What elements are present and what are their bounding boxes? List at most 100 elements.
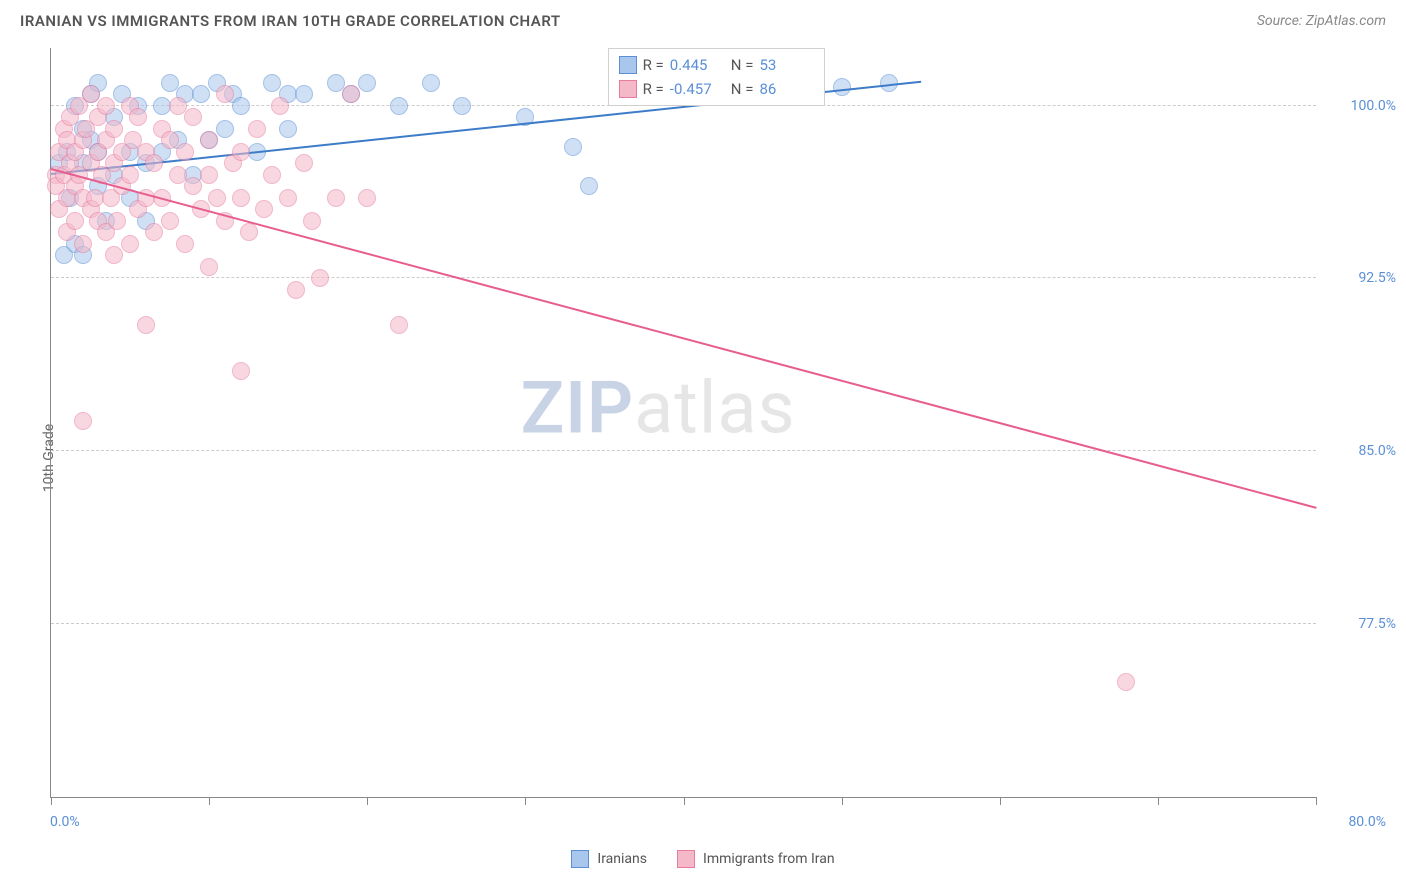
data-point (390, 97, 408, 115)
x-axis-max-label: 80.0% (1348, 814, 1386, 830)
x-tick (684, 797, 685, 805)
y-tick-label: 77.5% (1326, 616, 1396, 632)
watermark-atlas: atlas (634, 365, 796, 450)
legend-swatch-icon (677, 850, 695, 868)
data-point (82, 85, 100, 103)
watermark-zip: ZIP (521, 365, 634, 450)
legend-item: Iranians (571, 850, 647, 868)
legend-label: Iranians (597, 851, 647, 867)
x-tick (1316, 797, 1317, 805)
data-point (232, 97, 250, 115)
data-point (161, 212, 179, 230)
data-point (200, 166, 218, 184)
data-point (184, 108, 202, 126)
data-point (303, 212, 321, 230)
data-point (105, 246, 123, 264)
data-point (580, 177, 598, 195)
stats-row: R = 0.445 N =53 (619, 53, 815, 77)
y-tick-label: 85.0% (1326, 443, 1396, 459)
title-row: IRANIAN VS IMMIGRANTS FROM IRAN 10TH GRA… (0, 0, 1406, 38)
data-point (358, 74, 376, 92)
data-point (129, 108, 147, 126)
data-point (453, 97, 471, 115)
x-axis-min-label: 0.0% (50, 814, 80, 830)
data-point (74, 412, 92, 430)
stats-swatch-icon (619, 80, 637, 98)
chart-container: 10th Grade ZIPatlas 77.5%85.0%92.5%100.0… (0, 38, 1406, 878)
data-point (176, 235, 194, 253)
legend-item: Immigrants from Iran (677, 850, 835, 868)
data-point (145, 154, 163, 172)
data-point (200, 131, 218, 149)
data-point (176, 143, 194, 161)
data-point (200, 258, 218, 276)
legend: Iranians Immigrants from Iran (0, 850, 1406, 868)
source-label: Source: ZipAtlas.com (1257, 13, 1386, 29)
data-point (121, 166, 139, 184)
data-point (232, 362, 250, 380)
stat-n-value: 86 (759, 77, 814, 101)
stats-swatch-icon (619, 56, 637, 74)
x-tick (1000, 797, 1001, 805)
data-point (216, 85, 234, 103)
data-point (105, 120, 123, 138)
data-point (240, 223, 258, 241)
data-point (358, 189, 376, 207)
data-point (169, 97, 187, 115)
data-point (295, 154, 313, 172)
trend-line (51, 168, 1317, 509)
stat-n-label: N = (731, 77, 754, 101)
x-tick (842, 797, 843, 805)
stat-r-label: R = (643, 53, 664, 77)
legend-swatch-icon (571, 850, 589, 868)
y-tick-label: 92.5% (1326, 270, 1396, 286)
data-point (833, 78, 851, 96)
x-tick (367, 797, 368, 805)
watermark: ZIPatlas (521, 365, 796, 450)
gridline (51, 277, 1316, 278)
data-point (161, 131, 179, 149)
data-point (279, 120, 297, 138)
stat-n-label: N = (731, 53, 754, 77)
data-point (295, 85, 313, 103)
data-point (1117, 673, 1135, 691)
stat-r-value: 0.445 (670, 53, 725, 77)
chart-title: IRANIAN VS IMMIGRANTS FROM IRAN 10TH GRA… (20, 12, 561, 30)
legend-label: Immigrants from Iran (703, 851, 835, 867)
data-point (74, 235, 92, 253)
stat-n-value: 53 (759, 53, 814, 77)
plot-area: ZIPatlas 77.5%85.0%92.5%100.0%R =0.445N … (50, 48, 1316, 798)
data-point (271, 97, 289, 115)
data-point (145, 223, 163, 241)
y-tick-label: 100.0% (1326, 98, 1396, 114)
stat-r-value: -0.457 (670, 77, 725, 101)
stat-r-label: R = (643, 77, 664, 101)
stats-box: R = 0.445 N =53 R = -0.457 N =86 (608, 48, 826, 106)
gridline (51, 623, 1316, 624)
data-point (232, 189, 250, 207)
data-point (97, 97, 115, 115)
data-point (263, 74, 281, 92)
gridline (51, 450, 1316, 451)
data-point (564, 138, 582, 156)
data-point (287, 281, 305, 299)
data-point (216, 120, 234, 138)
data-point (161, 74, 179, 92)
data-point (342, 85, 360, 103)
x-tick (525, 797, 526, 805)
data-point (208, 189, 226, 207)
data-point (248, 120, 266, 138)
data-point (108, 212, 126, 230)
data-point (390, 316, 408, 334)
data-point (327, 189, 345, 207)
data-point (422, 74, 440, 92)
x-tick (1158, 797, 1159, 805)
data-point (311, 269, 329, 287)
data-point (263, 166, 281, 184)
data-point (192, 85, 210, 103)
data-point (279, 189, 297, 207)
data-point (327, 74, 345, 92)
data-point (66, 212, 84, 230)
data-point (255, 200, 273, 218)
x-tick (209, 797, 210, 805)
